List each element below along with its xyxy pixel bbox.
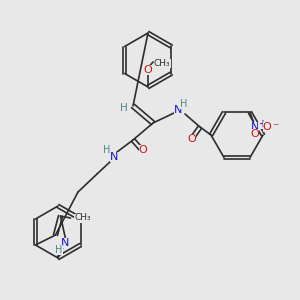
Text: H: H <box>180 99 188 109</box>
Text: O: O <box>250 130 260 140</box>
Text: CH₃: CH₃ <box>154 58 171 68</box>
Text: H: H <box>103 145 111 155</box>
Text: N: N <box>110 152 118 162</box>
Text: H: H <box>55 245 63 255</box>
Text: +: + <box>258 119 266 130</box>
Text: O: O <box>188 134 196 144</box>
Text: H: H <box>120 103 128 113</box>
Text: N: N <box>61 238 69 248</box>
Text: ⁻: ⁻ <box>272 121 278 134</box>
Text: N: N <box>251 122 259 133</box>
Text: O: O <box>139 145 147 155</box>
Text: O: O <box>144 65 152 75</box>
Text: CH₃: CH₃ <box>74 214 91 223</box>
Text: O: O <box>262 122 272 133</box>
Text: N: N <box>174 105 182 115</box>
